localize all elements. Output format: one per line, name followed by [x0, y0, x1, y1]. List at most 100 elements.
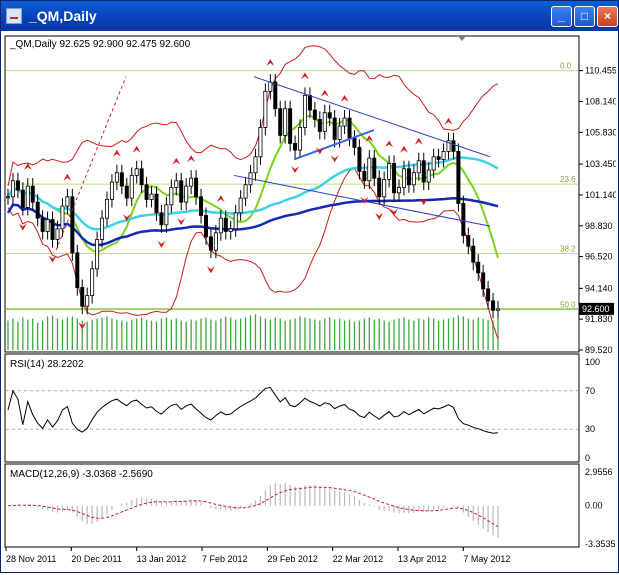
candle-body: [283, 108, 288, 136]
ma-slow-line: [6, 197, 499, 247]
candle-body: [347, 117, 352, 139]
rsi-panel[interactable]: [4, 353, 580, 463]
chart-shift-marker-icon[interactable]: [458, 36, 466, 41]
candle-body: [233, 212, 238, 230]
rsi-panel-title: RSI(14) 28.2202: [10, 359, 84, 370]
candle-body: [491, 300, 496, 311]
candle-body: [387, 163, 392, 180]
price-panel[interactable]: [4, 35, 580, 353]
fractal-up-arrow: [172, 157, 181, 165]
fib-level-label: 38.2: [560, 245, 576, 254]
candle-body: [362, 171, 367, 182]
x-axis-label: 7 Feb 2012: [202, 554, 248, 564]
candle-body: [456, 151, 461, 204]
fractal-down-arrow: [157, 240, 166, 248]
x-axis-label: 22 Mar 2012: [333, 554, 384, 564]
fractal-up-arrow: [365, 135, 374, 143]
chart-canvas[interactable]: 0.0 23.6 38.2 50.0 92.600 110.455 108.140 105.…: [4, 34, 618, 570]
fractal-up-arrow: [187, 155, 196, 163]
fractal-up-arrow: [23, 163, 32, 171]
candle-body: [327, 112, 332, 119]
current-price-tag: [579, 302, 614, 315]
candle-body: [50, 219, 55, 240]
bollinger-lower-band: [7, 168, 499, 340]
fib-level-label: 50.0: [560, 301, 576, 310]
candle-body: [179, 180, 184, 203]
candle-body: [70, 196, 75, 254]
candle-body: [55, 228, 60, 240]
price-axis-label: 105.830: [585, 127, 616, 137]
candle-body: [45, 219, 50, 232]
candle-body: [159, 212, 164, 226]
candle-body: [95, 239, 100, 270]
candle-body: [317, 118, 322, 132]
candle-body: [397, 187, 402, 194]
candle-body: [278, 108, 283, 136]
fractal-up-arrow: [444, 117, 453, 125]
price-axis-label: 103.450: [585, 159, 616, 169]
candle-body: [372, 157, 377, 179]
candle-body: [10, 180, 15, 198]
fractal-down-arrow: [315, 147, 324, 155]
candle-body: [213, 232, 218, 251]
candle-body: [322, 112, 327, 132]
chart-area[interactable]: 0.0 23.6 38.2 50.0 92.600 110.455 108.140 105.…: [4, 34, 618, 570]
channel-lower-trendline: [233, 174, 491, 227]
macd-axis-label: 0.00: [585, 501, 603, 511]
fractal-up-arrow: [300, 72, 309, 80]
candle-body: [431, 156, 436, 171]
ma-medium-line: [6, 156, 499, 231]
macd-signal-line: [7, 486, 499, 527]
fractal-up-arrow: [63, 173, 72, 181]
candle-body: [35, 201, 40, 219]
close-button[interactable]: ×: [597, 6, 618, 27]
candle-body: [40, 217, 45, 232]
candle-body: [451, 140, 456, 152]
candle-body: [471, 245, 476, 263]
macd-axis-label: 2.9556: [585, 467, 613, 477]
dashed-trendline: [55, 76, 127, 251]
candle-body: [411, 172, 416, 186]
x-axis-label: 29 Feb 2012: [267, 554, 318, 564]
price-axis-label: 101.140: [585, 190, 616, 200]
candle-body: [119, 172, 124, 187]
candle-body: [268, 81, 273, 92]
title-bar[interactable]: _QM,Daily _ □ ×: [1, 1, 618, 31]
candle-body: [144, 184, 149, 200]
fractal-down-arrow: [360, 196, 369, 204]
candle-body: [337, 125, 342, 140]
minimize-button[interactable]: _: [551, 6, 572, 27]
fractal-up-arrow: [340, 95, 349, 103]
candle-body: [154, 193, 159, 214]
candle-body: [75, 252, 80, 288]
macd-panel[interactable]: [4, 463, 580, 548]
candle-body: [199, 196, 204, 216]
candle-body: [60, 205, 65, 230]
candle-body: [426, 169, 431, 183]
fractal-up-arrow: [266, 59, 275, 67]
candle-body: [134, 168, 139, 176]
candle-body: [184, 185, 189, 203]
fractal-down-arrow: [206, 266, 215, 274]
candle-body: [139, 168, 144, 186]
fractal-down-arrow: [330, 155, 339, 163]
fractal-up-arrow: [385, 140, 394, 148]
candle-body: [273, 81, 278, 110]
fib-level-label: 23.6: [560, 175, 576, 184]
maximize-button[interactable]: □: [574, 6, 595, 27]
candle-body: [288, 108, 293, 144]
candle-body: [228, 228, 233, 232]
fractal-down-arrow: [291, 166, 300, 174]
candle-body: [80, 287, 85, 307]
x-axis-label: 13 Jan 2012: [137, 554, 187, 564]
candle-body: [377, 177, 382, 198]
candle-body: [441, 151, 446, 160]
candle-body: [164, 204, 169, 226]
price-axis-label: 96.520: [585, 252, 613, 262]
fractal-down-arrow: [419, 198, 428, 206]
window-title: _QM,Daily: [29, 8, 97, 24]
fractal-down-arrow: [177, 218, 186, 226]
candle-body: [149, 193, 154, 200]
candle-body: [302, 94, 307, 128]
